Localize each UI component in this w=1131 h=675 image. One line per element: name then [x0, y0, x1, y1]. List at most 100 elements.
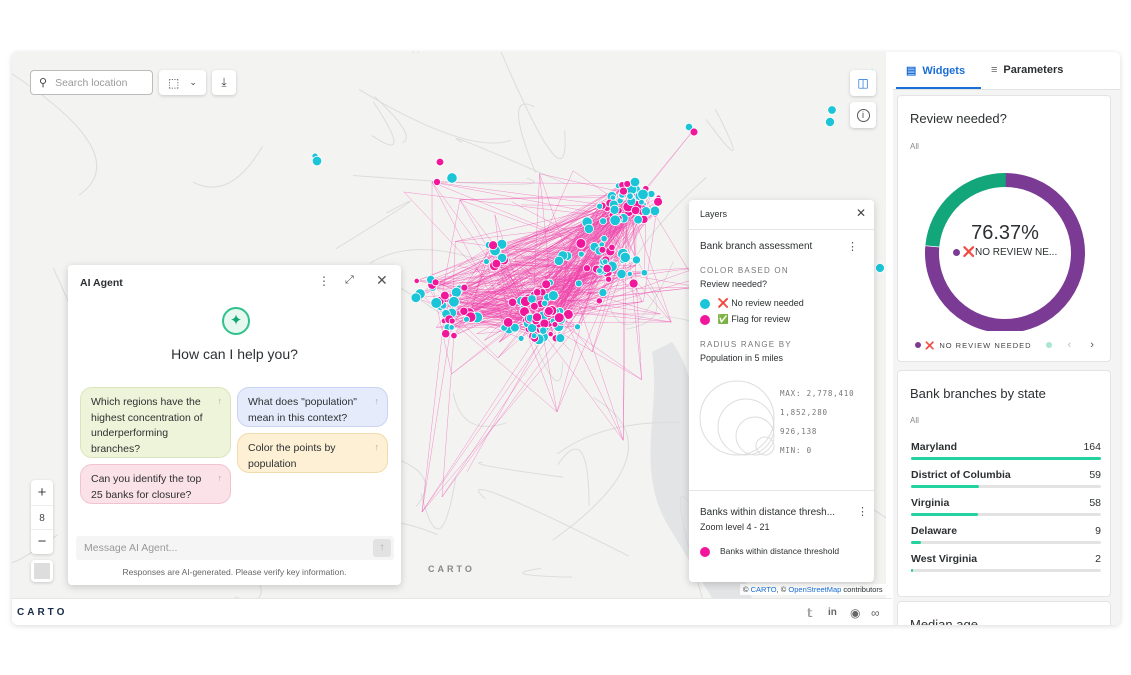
bank-branch-point[interactable] [653, 196, 663, 207]
bank-branch-point[interactable] [448, 317, 456, 325]
bank-branch-point[interactable] [595, 297, 603, 305]
bank-branch-point[interactable] [448, 296, 460, 308]
bank-branch-point[interactable] [533, 288, 542, 297]
bank-branch-point[interactable] [633, 214, 643, 225]
layer-name[interactable]: Banks within distance thresh... [700, 507, 836, 518]
send-button[interactable]: ↑ [373, 539, 391, 557]
bank-branch-point[interactable] [574, 323, 581, 331]
bank-branch-point[interactable] [502, 317, 514, 328]
message-input[interactable]: Message AI Agent... [76, 536, 394, 560]
bank-branch-point[interactable] [433, 178, 441, 186]
bank-branch-point[interactable] [450, 286, 462, 298]
bank-branch-point[interactable] [430, 297, 443, 309]
bank-branch-point[interactable] [553, 255, 564, 266]
chevron-left-icon[interactable]: ‹ [1067, 339, 1073, 351]
bank-branch-point[interactable] [311, 155, 323, 167]
bank-branch-point[interactable] [626, 192, 634, 200]
twitter-icon[interactable]: 𝕥 [807, 606, 813, 620]
osm-link[interactable]: OpenStreetMap [788, 585, 842, 594]
download-button[interactable]: ⤓ [212, 70, 236, 95]
bank-branch-point[interactable] [577, 250, 585, 258]
bank-branch-point[interactable] [510, 322, 520, 333]
bank-branch-point[interactable] [541, 299, 549, 307]
linkedin-icon[interactable]: in [828, 607, 837, 618]
bank-branch-point[interactable] [431, 278, 440, 287]
basemap-toggle[interactable] [31, 560, 53, 582]
bank-branch-point[interactable] [551, 321, 559, 328]
bank-branch-point[interactable] [875, 263, 885, 273]
bank-branch-point[interactable] [491, 258, 502, 269]
bank-branch-point[interactable] [555, 333, 566, 343]
bank-branch-point[interactable] [827, 105, 837, 115]
bank-branch-point[interactable] [539, 318, 550, 329]
layer-options-icon[interactable]: ⋮ [847, 241, 858, 253]
donut-chart[interactable] [898, 161, 1112, 331]
suggestion-chip[interactable]: Color the points by population ↑ [237, 433, 388, 473]
info-button[interactable]: i [850, 102, 876, 128]
bank-branch-point[interactable] [527, 323, 538, 334]
suggestion-chip[interactable]: What does "population" mean in this cont… [237, 387, 388, 427]
zoom-in-button[interactable]: + [37, 483, 47, 501]
bank-branch-point[interactable] [547, 331, 554, 338]
donut-slice[interactable] [925, 173, 1085, 331]
draw-tool-dropdown[interactable]: ⬚ ⌄ [159, 70, 206, 95]
bank-branch-point[interactable] [629, 176, 641, 188]
search-location-input[interactable]: ⚲ Search location [30, 70, 153, 95]
bank-branch-point[interactable] [609, 204, 620, 215]
bank-branch-point[interactable] [638, 198, 645, 206]
link-icon[interactable]: ∞ [871, 606, 880, 620]
bank-branch-point[interactable] [824, 116, 836, 128]
bank-branch-point[interactable] [507, 297, 518, 307]
chevron-right-icon[interactable]: › [1090, 339, 1095, 351]
zoom-out-button[interactable]: − [37, 532, 47, 550]
bank-branch-point[interactable] [482, 258, 490, 265]
bank-branch-point[interactable] [647, 189, 656, 198]
bank-branch-point[interactable] [488, 240, 499, 251]
bank-branch-point[interactable] [530, 332, 538, 340]
expand-icon[interactable]: ⤢ [345, 274, 354, 286]
bank-branch-point[interactable] [413, 277, 420, 285]
bank-branch-point[interactable] [609, 214, 621, 226]
carto-link[interactable]: CARTO [750, 585, 777, 594]
bank-branch-point[interactable] [599, 217, 608, 226]
bank-branch-point[interactable] [619, 251, 631, 263]
bank-branch-point[interactable] [608, 243, 616, 252]
bank-branch-point[interactable] [596, 202, 604, 210]
bank-branch-point[interactable] [641, 206, 651, 217]
bank-branch-point[interactable] [532, 312, 542, 323]
bank-branch-point[interactable] [544, 306, 554, 316]
bank-branch-point[interactable] [463, 315, 470, 323]
bank-branch-point[interactable] [596, 267, 603, 274]
bank-branch-point[interactable] [446, 172, 458, 184]
bank-branch-point[interactable] [628, 278, 639, 289]
bank-branch-point[interactable] [598, 245, 607, 254]
bank-branch-point[interactable] [616, 268, 627, 280]
more-options-icon[interactable]: ⋮ [318, 274, 330, 288]
bank-branch-point[interactable] [553, 312, 565, 324]
bank-branch-point[interactable] [684, 122, 694, 132]
bank-branch-point[interactable] [626, 270, 633, 277]
donut-legend[interactable]: ❌ NO REVIEW NEEDED ‹ › [915, 339, 1095, 351]
bank-branch-point[interactable] [435, 157, 445, 167]
bank-branch-point[interactable] [598, 288, 608, 298]
bank-branch-point[interactable] [600, 234, 608, 243]
bank-branch-point[interactable] [574, 279, 583, 288]
close-icon[interactable]: ✕ [376, 272, 388, 288]
bank-branch-point[interactable] [517, 334, 525, 342]
layer-options-icon[interactable]: ⋮ [857, 506, 868, 518]
bank-branch-point[interactable] [527, 294, 537, 304]
bank-branch-point[interactable] [547, 290, 559, 301]
bank-branch-point[interactable] [602, 263, 612, 274]
bank-branch-point[interactable] [619, 186, 628, 196]
bank-branch-point[interactable] [410, 292, 422, 304]
bank-branch-point[interactable] [637, 188, 649, 201]
bank-branch-point[interactable] [640, 269, 649, 277]
bank-branch-point[interactable] [441, 329, 451, 339]
bank-branch-point[interactable] [460, 283, 469, 292]
bank-branch-point[interactable] [530, 301, 539, 311]
tab-parameters[interactable]: ≡ Parameters [991, 64, 1063, 76]
bank-branch-point[interactable] [689, 127, 699, 137]
donut-slice[interactable] [925, 173, 1006, 247]
bank-branch-point[interactable] [450, 331, 458, 340]
bank-branch-point[interactable] [448, 324, 455, 331]
